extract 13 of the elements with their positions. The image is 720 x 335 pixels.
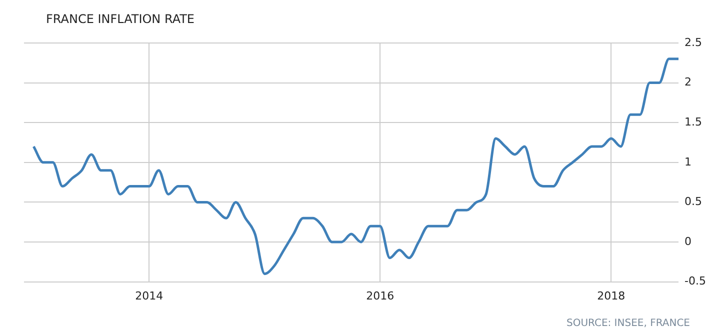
source-note: SOURCE: INSEE, FRANCE [566,318,690,329]
y-tick-label: 2.5 [684,36,702,49]
y-tick-label: 2 [684,76,692,89]
chart-title: FRANCE INFLATION RATE [46,12,195,26]
y-tick-label: 0.5 [684,195,702,208]
x-tick-label: 2016 [366,289,394,302]
x-tick-label: 2018 [597,289,626,302]
y-tick-label: 0 [684,234,692,248]
x-tick-label: 2014 [135,289,164,302]
y-tick-label: -0.5 [684,274,706,288]
y-tick-label: 1 [684,155,692,168]
y-tick-label: 1.5 [684,115,702,128]
line-series [32,58,679,276]
